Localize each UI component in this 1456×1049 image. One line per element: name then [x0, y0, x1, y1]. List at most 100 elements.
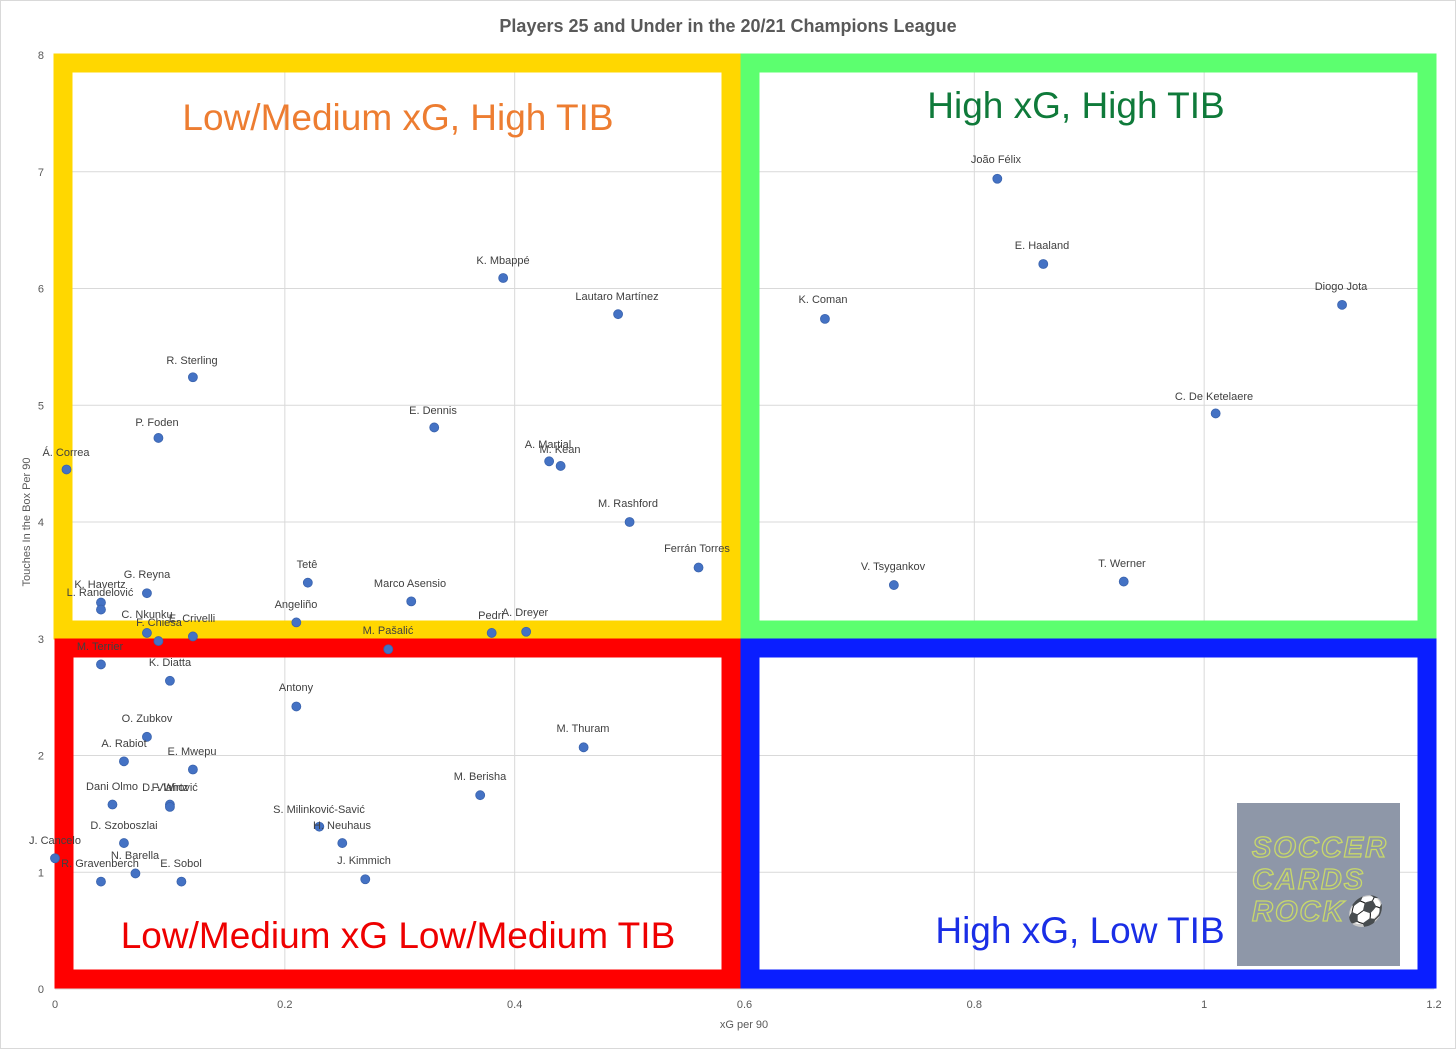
point-label: A. Rabiot	[101, 738, 146, 750]
x-axis-title: xG per 90	[720, 1019, 768, 1031]
point-label: E. Sobol	[160, 858, 202, 870]
point-label: Tetê	[297, 559, 318, 571]
x-tick-label: 0	[52, 999, 58, 1011]
y-tick-label: 1	[38, 867, 44, 879]
data-point	[1038, 259, 1049, 269]
point-label: Antony	[279, 682, 314, 694]
quadrant-frame	[54, 638, 741, 989]
data-point	[624, 517, 635, 527]
point-label: M. Pašalić	[363, 625, 414, 637]
x-tick-label: 1.2	[1426, 999, 1441, 1011]
data-point	[475, 790, 486, 801]
data-point	[1118, 576, 1129, 587]
point-label: G. Reyna	[124, 569, 171, 581]
y-tick-label: 0	[38, 984, 44, 996]
point-label: M. Thuram	[557, 723, 610, 735]
point-label: João Félix	[971, 154, 1022, 166]
point-label: Dani Olmo	[86, 781, 138, 793]
logo-text-line: SOCCER	[1252, 832, 1388, 864]
point-label: T. Werner	[1098, 558, 1146, 570]
data-point	[187, 372, 198, 383]
point-label: E. Dennis	[409, 405, 457, 417]
quadrant-label: High xG, High TIB	[927, 85, 1224, 126]
x-tick-label: 0.6	[737, 999, 752, 1011]
data-point	[119, 838, 129, 848]
data-point	[337, 838, 348, 848]
data-point	[291, 701, 302, 712]
point-labels: João Félix E. Haaland Diogo Jota K. Coman C.…	[29, 85, 1368, 956]
point-label: J. Kimmich	[337, 855, 391, 867]
point-label: K. Coman	[799, 294, 848, 306]
quadrant-frame	[740, 638, 1437, 989]
point-label: A. Martial	[525, 439, 571, 451]
quadrant-label: Low/Medium xG Low/Medium TIB	[121, 915, 676, 956]
point-label: D. Vlahović	[142, 782, 198, 794]
point-label: O. Zubkov	[122, 713, 173, 725]
data-point	[613, 309, 623, 320]
point-label: M. Kean	[540, 444, 581, 456]
point-label: F. Wirtz	[152, 782, 189, 794]
point-label: R. Gravenberch	[61, 858, 139, 870]
point-label: E. Mwepu	[168, 746, 217, 758]
data-point	[486, 628, 497, 638]
point-label: S. Milinković-Savić	[273, 804, 365, 816]
data-point	[360, 874, 371, 885]
data-point	[1337, 299, 1347, 310]
data-point	[498, 273, 509, 283]
point-label: C. De Ketelaere	[1175, 391, 1253, 403]
y-tick-label: 6	[38, 284, 44, 296]
point-label: J. Cancelo	[29, 835, 81, 847]
logo-text-line: CARDS	[1252, 864, 1365, 896]
point-label: M. Terrier	[77, 641, 124, 653]
data-point	[992, 173, 1003, 184]
y-tick-label: 2	[38, 751, 44, 763]
point-label: Marco Asensio	[374, 578, 446, 590]
point-label: L. Randelović	[67, 587, 134, 599]
point-label: Angeliño	[275, 599, 318, 611]
x-tick-label: 0.2	[277, 999, 292, 1011]
data-point	[119, 756, 129, 767]
data-point	[291, 617, 302, 628]
data-point	[61, 464, 72, 475]
point-label: Pedri	[478, 610, 504, 622]
data-point	[888, 580, 899, 590]
y-axis-title: Touches In the Box Per 90	[21, 457, 33, 586]
data-point	[578, 742, 589, 753]
data-point	[521, 626, 532, 637]
point-label: M. Berisha	[454, 771, 507, 783]
point-label: Lautaro Martínez	[575, 291, 658, 303]
data-point	[187, 631, 198, 642]
data-point	[406, 596, 417, 607]
y-tick-label: 4	[38, 517, 44, 529]
x-tick-label: 1	[1201, 999, 1207, 1011]
point-label: D. Szoboszlai	[90, 820, 157, 832]
chart-title: Players 25 and Under in the 20/21 Champi…	[499, 16, 956, 36]
data-point	[429, 422, 440, 433]
data-point	[165, 675, 175, 686]
point-label: K. Havertz	[74, 579, 125, 591]
y-tick-label: 3	[38, 634, 44, 646]
point-label: K. Mbappé	[476, 255, 529, 267]
quadrant-frame	[740, 53, 1437, 640]
data-point	[50, 853, 60, 864]
data-point	[176, 876, 187, 887]
data-point	[153, 433, 164, 443]
point-label: F. Chiesa	[136, 617, 183, 629]
point-label: P. Foden	[135, 417, 178, 429]
point-label: C. Nkunku	[121, 609, 172, 621]
point-label: V. Tsygankov	[861, 561, 926, 573]
y-tick-label: 8	[38, 50, 44, 62]
data-point	[693, 562, 704, 573]
data-point	[142, 731, 152, 742]
data-point	[96, 659, 106, 670]
data-points	[50, 173, 1347, 887]
x-tick-label: 0.4	[507, 999, 522, 1011]
data-point	[142, 588, 152, 599]
point-label: K. Diatta	[149, 657, 192, 669]
point-label: A. Dreyer	[502, 607, 549, 619]
data-point	[142, 628, 152, 638]
point-label: Diogo Jota	[1315, 281, 1368, 293]
point-label: E. Haaland	[1015, 240, 1069, 252]
quadrant-label: High xG, Low TIB	[935, 910, 1224, 951]
